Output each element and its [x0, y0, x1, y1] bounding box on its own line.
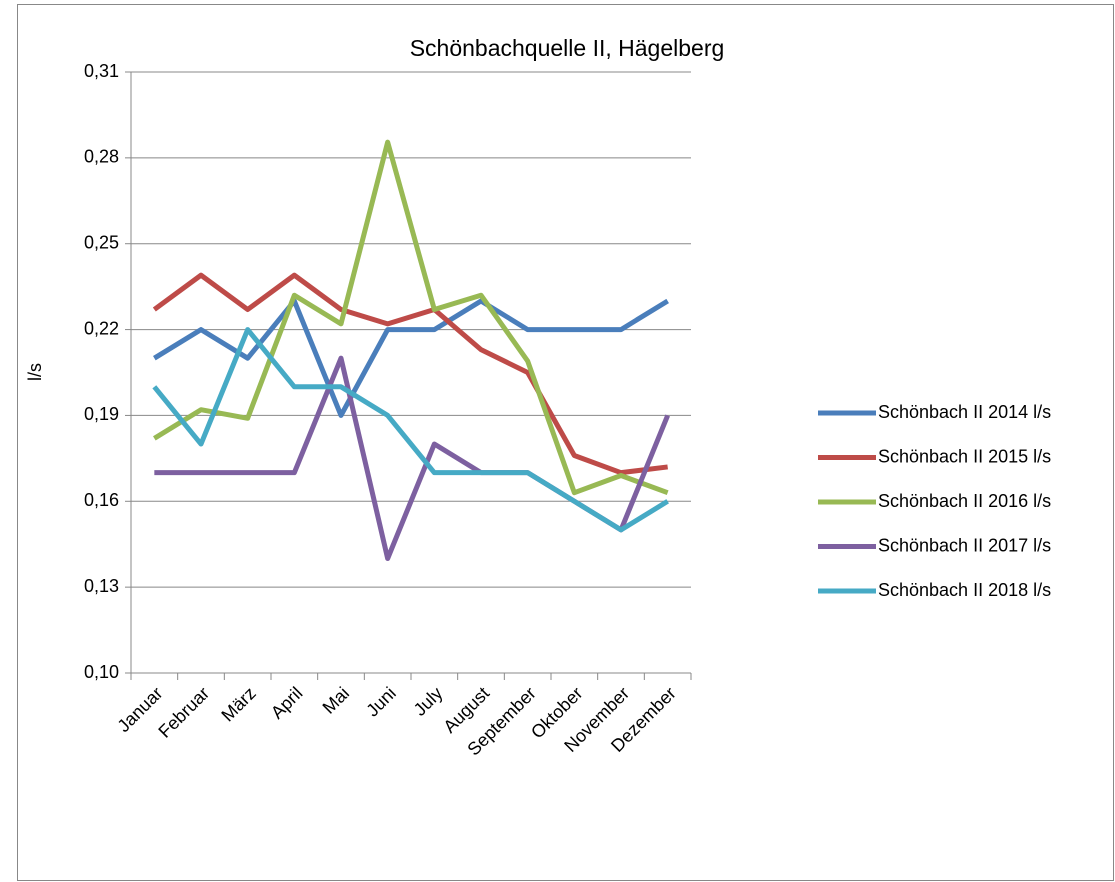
legend-label: Schönbach II 2016 l/s: [878, 491, 1051, 511]
y-tick-label: 0,10: [84, 662, 119, 682]
legend-label: Schönbach II 2014 l/s: [878, 402, 1051, 422]
series-line: [152, 327, 669, 533]
y-tick-label: 0,16: [84, 490, 119, 510]
legend-label: Schönbach II 2018 l/s: [878, 580, 1051, 600]
legend-label: Schönbach II 2017 l/s: [878, 535, 1051, 555]
y-tick-label: 0,25: [84, 232, 119, 252]
y-tick-label: 0,31: [84, 61, 119, 81]
legend-label: Schönbach II 2015 l/s: [878, 446, 1051, 466]
y-tick-label: 0,22: [84, 318, 119, 338]
chart-title: Schönbachquelle II, Hägelberg: [410, 35, 725, 61]
y-tick-label: 0,19: [84, 404, 119, 424]
y-tick-label: 0,13: [84, 576, 119, 596]
series-line: [152, 272, 668, 476]
series-line: [153, 139, 669, 496]
y-axis-label: l/s: [25, 363, 45, 381]
y-tick-label: 0,28: [84, 147, 119, 167]
